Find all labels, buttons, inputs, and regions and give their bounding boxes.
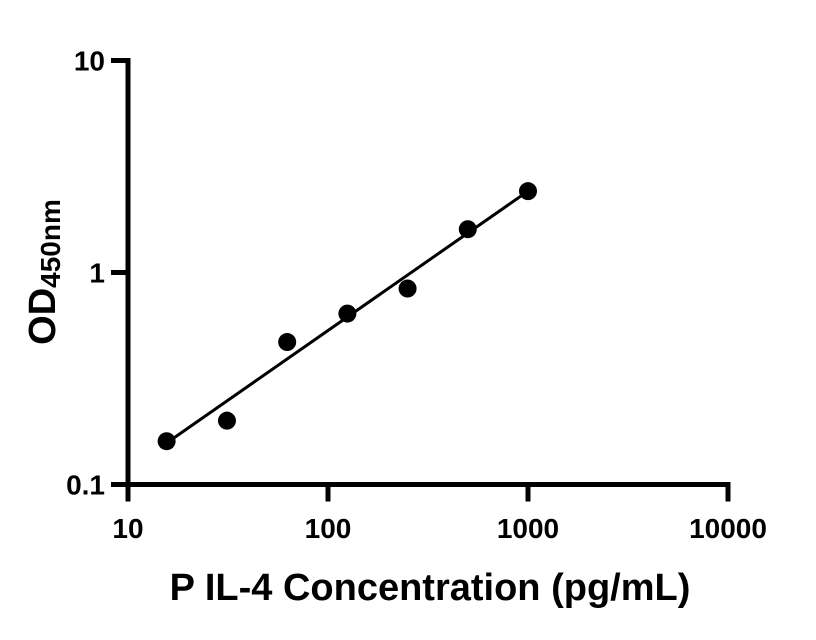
y-axis-title-main: OD bbox=[22, 288, 64, 345]
y-tick-label: 10 bbox=[74, 46, 105, 77]
data-point bbox=[217, 411, 236, 430]
axes-layer bbox=[111, 58, 731, 502]
x-axis-title: P IL-4 Concentration (pg/mL) bbox=[170, 567, 691, 609]
data-point bbox=[398, 279, 417, 298]
data-point bbox=[338, 304, 357, 323]
data-point bbox=[157, 432, 176, 451]
x-tick-label: 1000 bbox=[497, 513, 559, 544]
y-axis-title: OD450nm bbox=[22, 199, 66, 345]
data-point bbox=[278, 333, 297, 352]
data-point bbox=[519, 182, 537, 201]
x-tick-label: 10 bbox=[112, 513, 143, 544]
series-layer bbox=[157, 182, 537, 451]
tick-label-layer: 0.1 1 10 10 100 1000 10000 bbox=[66, 46, 767, 545]
x-tick-label: 10000 bbox=[689, 513, 767, 544]
y-tick-label: 0.1 bbox=[66, 470, 105, 501]
y-tick-label: 1 bbox=[89, 258, 105, 289]
data-point bbox=[458, 220, 477, 239]
x-tick-label: 100 bbox=[305, 513, 352, 544]
y-axis-title-subscript: 450nm bbox=[35, 199, 66, 288]
